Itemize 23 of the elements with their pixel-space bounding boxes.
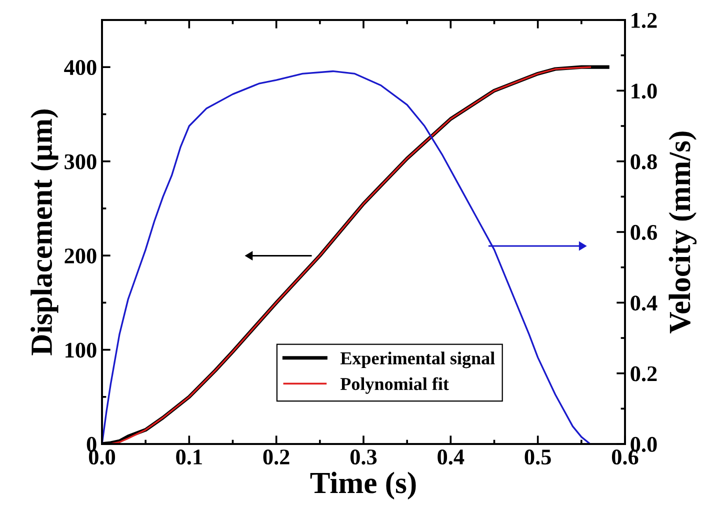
y-axis-title: Displacement (µm) <box>30 110 58 356</box>
y2-tick-label: 0.2 <box>630 366 657 382</box>
legend-label: Experimental signal <box>340 352 495 368</box>
y2-axis-title: Velocity (mm/s) <box>668 132 697 334</box>
y-tick-label: 100 <box>66 342 96 358</box>
y-tick-label: 200 <box>64 248 96 264</box>
y-tick-label: 300 <box>64 154 96 170</box>
x-axis-title: Time (s) <box>310 472 416 500</box>
x-tick-label: 0.6 <box>612 450 638 465</box>
x-tick-label: 0.0 <box>88 450 116 465</box>
y2-tick-label: 0.8 <box>630 154 657 170</box>
x-tick-label: 0.2 <box>263 450 290 465</box>
y2-tick-label: 0.4 <box>630 296 658 311</box>
x-tick-label: 0.3 <box>350 450 377 465</box>
legend-label: Polynomial fit <box>340 377 449 394</box>
x-tick-label: 0.4 <box>438 450 464 465</box>
y2-tick-label: 0.0 <box>630 436 657 452</box>
y2-tick-label: 1.2 <box>632 12 657 28</box>
x-tick-label: 0.5 <box>524 450 551 465</box>
y-tick-label: 400 <box>64 60 96 76</box>
x-tick-label: 0.1 <box>176 450 202 465</box>
y2-tick-label: 1.0 <box>632 84 657 99</box>
y2-tick-label: 0.6 <box>630 224 657 240</box>
